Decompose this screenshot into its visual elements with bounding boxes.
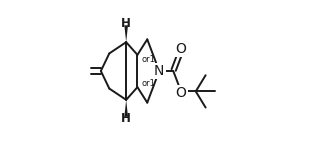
Polygon shape xyxy=(124,100,128,117)
Text: H: H xyxy=(121,17,131,30)
Text: N: N xyxy=(154,64,164,78)
Text: or1: or1 xyxy=(142,55,156,64)
Polygon shape xyxy=(124,25,128,42)
Text: O: O xyxy=(175,86,186,101)
Text: O: O xyxy=(175,41,186,56)
Text: H: H xyxy=(121,112,131,125)
Text: or1: or1 xyxy=(142,79,156,88)
